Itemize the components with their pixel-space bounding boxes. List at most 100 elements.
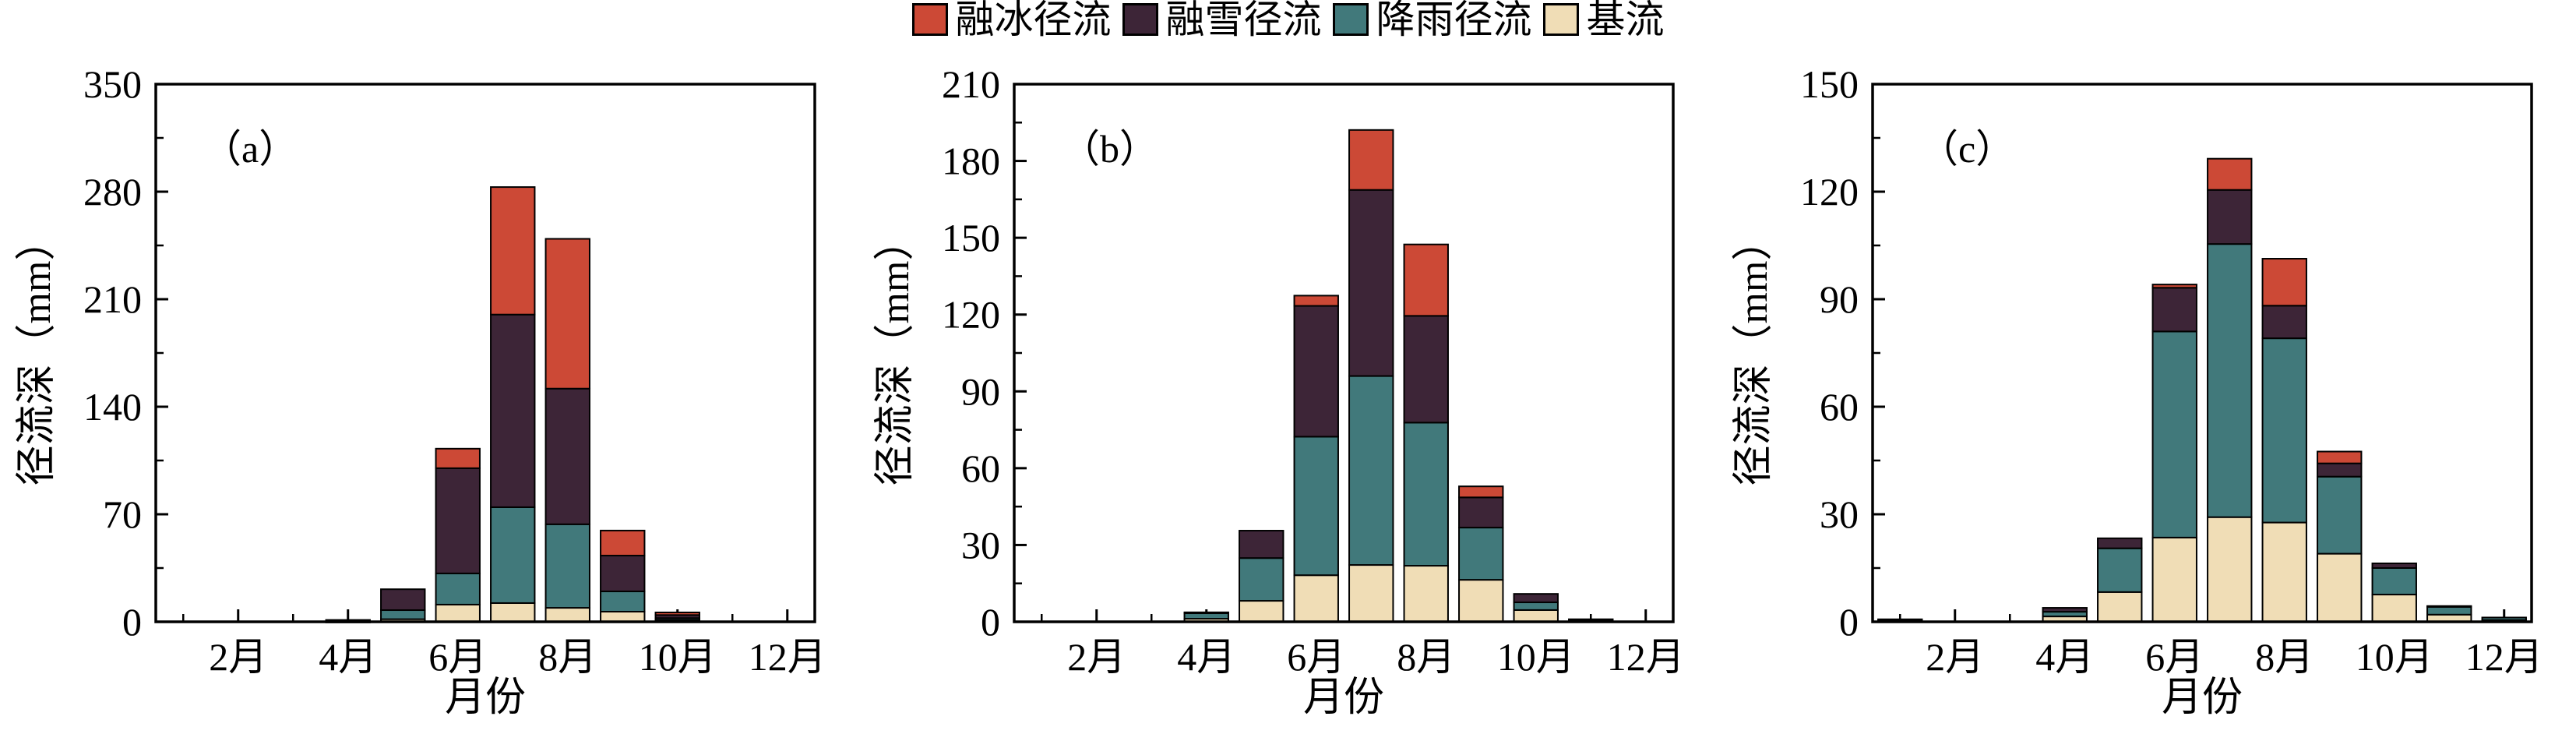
bar-segment-snow-month-6 [1293, 305, 1339, 438]
plot-frame [154, 83, 816, 623]
x-axis-title: 月份 [2162, 676, 2243, 720]
y-tick-label: 70 [103, 492, 142, 536]
y-tick-label: 0 [981, 600, 1000, 644]
y-tick-label: 60 [961, 446, 1000, 490]
panel-label: （c） [1919, 127, 2014, 171]
bar-segment-snow-month-5 [380, 588, 426, 612]
panel-label: （a） [203, 127, 298, 171]
bar-segment-rain-month-9 [1458, 527, 1504, 581]
bar-segment-snow-month-6 [2151, 287, 2197, 333]
stacked-bar-chart-a: 0 70 140 210 280 350 2月 4月 6月 8月 10月 12月 （a） 径流深（mm） 月… [15, 62, 826, 720]
bar-segment-ice-month-7 [2207, 157, 2253, 191]
x-tick-label: 6月 [1287, 635, 1345, 679]
legend: 融冰径流 融雪径流 降雨径流 基流 [0, 0, 2576, 41]
bar-segment-rain-month-5 [380, 609, 426, 620]
bar-segment-base-month-8 [2261, 521, 2307, 623]
bar-segment-ice-month-8 [1403, 243, 1449, 317]
legend-item-baseflow: 基流 [1542, 0, 1665, 39]
chart-panel-c: 0 30 60 90 120 150 2月 4月 6月 8月 10月 12月 （c） 径流深（mm） 月份 [1717, 0, 2575, 734]
x-tick-label: 4月 [2035, 635, 2094, 679]
baseflow-swatch [1542, 3, 1579, 36]
bar-segment-snow-month-11 [2426, 605, 2472, 608]
bar-segment-ice-month-7 [490, 186, 536, 316]
y-axis-title: 径流深（mm） [873, 221, 918, 486]
bar-segment-snow-month-4 [1183, 611, 1229, 615]
bar-segment-rain-month-11 [2426, 605, 2472, 616]
bar-segment-snow-month-8 [1403, 315, 1449, 424]
legend-item-snow: 融雪径流 [1122, 0, 1322, 41]
bar-segment-ice-month-9 [1458, 485, 1504, 499]
x-tick-label: 4月 [1177, 635, 1235, 679]
bar-segment-rain-month-9 [2317, 475, 2363, 555]
bar-segment-ice-month-6 [435, 447, 481, 469]
y-tick-label: 120 [942, 293, 1000, 337]
x-tick-label: 2月 [1067, 635, 1126, 679]
bar-segment-snow-month-6 [435, 467, 481, 574]
plot-frame [1871, 83, 2533, 623]
bar-segment-rain-month-10 [1513, 602, 1559, 611]
bar-segment-rain-month-7 [1348, 375, 1394, 566]
x-tick-label: 4月 [319, 635, 377, 679]
bar-segment-snow-month-7 [1348, 189, 1394, 377]
bar-segment-ice-month-6 [1293, 295, 1339, 307]
x-axis-title: 月份 [1303, 676, 1384, 720]
bar-segment-rain-month-6 [435, 572, 481, 605]
x-tick-label: 10月 [2356, 635, 2433, 679]
x-tick-label: 8月 [2255, 635, 2313, 679]
chart-panel-a: 0 70 140 210 280 350 2月 4月 6月 8月 10月 12月 （a） 径流深（mm） 月… [0, 0, 858, 734]
y-tick-label: 150 [942, 216, 1000, 259]
legend-label-rain: 降雨径流 [1376, 0, 1532, 41]
bar-segment-base-month-10 [1513, 609, 1559, 623]
bar-segment-ice-month-8 [2261, 258, 2307, 307]
legend-item-ice: 融冰径流 [911, 0, 1112, 39]
y-axis-title: 径流深（mm） [1732, 221, 1776, 486]
bar-segment-rain-month-6 [1293, 436, 1339, 577]
bar-segment-snow-month-5 [2097, 537, 2143, 549]
bar-segment-snow-month-8 [2261, 305, 2307, 340]
x-tick-label: 12月 [749, 635, 826, 679]
bar-segment-snow-month-10 [1513, 593, 1559, 604]
rain-runoff-swatch [1332, 3, 1369, 36]
y-tick-label: 90 [1820, 277, 1859, 321]
x-tick-label: 2月 [209, 635, 267, 679]
x-tick-label: 12月 [1607, 635, 1685, 679]
ice-runoff-swatch [911, 3, 948, 36]
bar-segment-base-month-5 [1239, 600, 1284, 623]
legend-item-rain: 降雨径流 [1332, 0, 1532, 41]
bar-segment-rain-month-9 [600, 590, 646, 612]
y-tick-label: 0 [122, 600, 142, 644]
snow-runoff-swatch [1122, 3, 1158, 36]
bar-segment-rain-month-8 [1403, 422, 1449, 567]
bar-segment-snow-month-10 [2371, 563, 2417, 570]
bar-segment-snow-month-7 [490, 313, 536, 508]
x-tick-label: 8月 [1397, 635, 1455, 679]
bar-segment-rain-month-5 [1239, 557, 1284, 602]
plot-frame [1013, 83, 1675, 623]
bar-segment-rain-month-12 [2481, 616, 2527, 621]
stacked-bar-chart-b: 0 30 60 90 120 150 180 210 2月 4月 6月 8月 10月 12月 （b） 径流深（… [873, 62, 1685, 720]
x-tick-label: 12月 [2465, 635, 2543, 679]
chart-panel-b: 0 30 60 90 120 150 180 210 2月 4月 6月 8月 10月 12月 （b） 径流深（… [858, 0, 1717, 734]
bar-segment-rain-month-5 [2097, 547, 2143, 593]
y-tick-label: 210 [942, 62, 1000, 106]
bar-segment-snow-month-9 [600, 555, 646, 592]
y-tick-label: 0 [1839, 600, 1859, 644]
panel-label: （b） [1061, 127, 1158, 171]
y-tick-label: 140 [83, 385, 142, 429]
x-tick-label: 8月 [538, 635, 597, 679]
bar-segment-snow-month-9 [1458, 496, 1504, 529]
bar-segment-base-month-5 [2097, 591, 2143, 623]
bar-segment-ice-month-9 [600, 529, 646, 557]
bar-segment-snow-month-4 [2042, 607, 2088, 613]
legend-label-snow: 融雪径流 [1165, 0, 1322, 41]
bar-segment-ice-month-6 [2151, 284, 2197, 289]
bar-segment-snow-month-9 [2317, 462, 2363, 478]
x-tick-label: 10月 [1497, 635, 1575, 679]
x-axis-title: 月份 [445, 676, 526, 720]
bar-segment-ice-month-7 [1348, 129, 1394, 191]
y-tick-label: 350 [83, 62, 142, 106]
bar-segment-snow-month-8 [544, 387, 590, 525]
stacked-bar-chart-c: 0 30 60 90 120 150 2月 4月 6月 8月 10月 12月 （c） 径流深（mm） 月份 [1732, 62, 2543, 720]
